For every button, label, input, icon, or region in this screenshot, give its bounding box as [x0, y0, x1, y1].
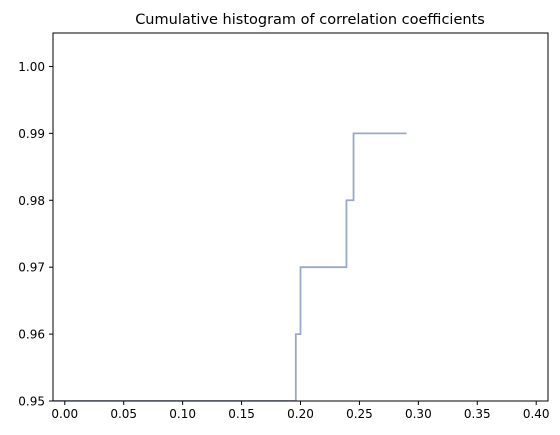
- series-line-0: [53, 132, 407, 401]
- y-tick-label: 0.96: [18, 328, 45, 342]
- x-tick-label: 0.05: [110, 407, 137, 421]
- y-tick-label: 1.00: [18, 60, 45, 74]
- y-tick-label: 0.95: [18, 395, 45, 409]
- x-tick-label: 0.35: [464, 407, 491, 421]
- chart-title: Cumulative histogram of correlation coef…: [135, 12, 485, 28]
- x-tick-label: 0.30: [405, 407, 432, 421]
- x-tick-label: 0.40: [523, 407, 550, 421]
- x-tick-label: 0.25: [346, 407, 373, 421]
- y-tick-label: 0.99: [18, 127, 45, 141]
- x-tick-label: 0.00: [51, 407, 78, 421]
- axes-layer: 0.00 0.05 0.10 0.15 0.20 0.25 0.30 0.35 0.40 0.95…: [18, 32, 550, 421]
- axes-frame: [52, 32, 549, 402]
- x-tick-label: 0.10: [169, 407, 196, 421]
- y-tick-label: 0.98: [18, 194, 45, 208]
- x-tick-label: 0.20: [287, 407, 314, 421]
- y-tick-label: 0.97: [18, 261, 45, 275]
- plot-layer: [53, 132, 407, 401]
- x-tick-label: 0.15: [228, 407, 255, 421]
